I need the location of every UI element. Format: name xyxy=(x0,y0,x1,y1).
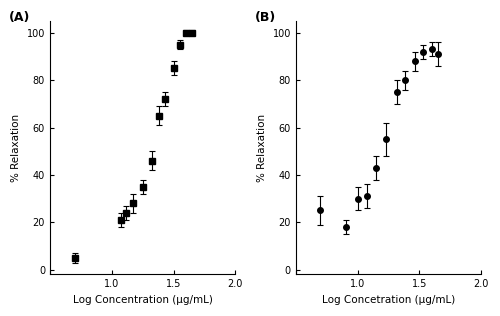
Text: (A): (A) xyxy=(9,11,30,24)
Y-axis label: % Relaxation: % Relaxation xyxy=(257,113,267,182)
Y-axis label: % Relaxation: % Relaxation xyxy=(11,113,21,182)
X-axis label: Log Concetration (μg/mL): Log Concetration (μg/mL) xyxy=(322,295,455,305)
Text: (B): (B) xyxy=(255,11,276,24)
X-axis label: Log Concentration (μg/mL): Log Concentration (μg/mL) xyxy=(72,295,212,305)
